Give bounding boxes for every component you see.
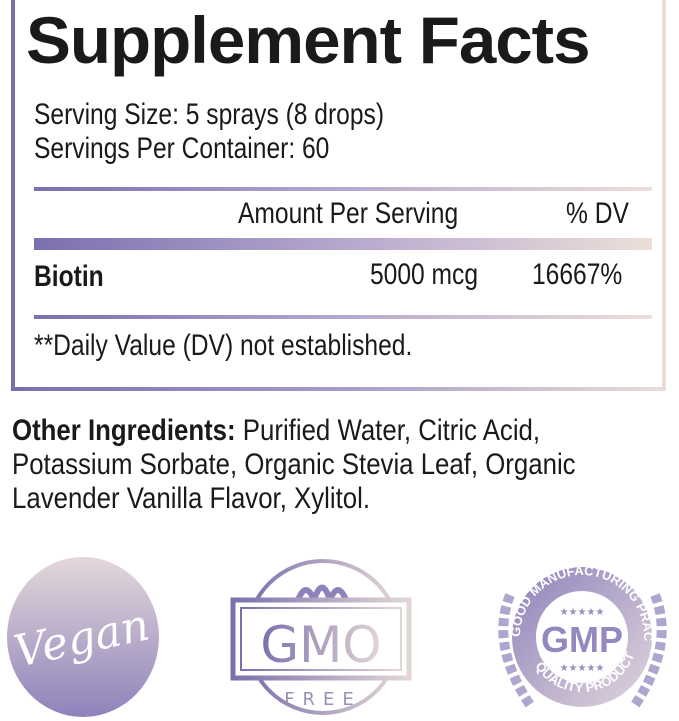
vegan-badge-icon: Vegan: [7, 557, 159, 717]
nutrient-amount: 5000 mcg: [370, 258, 479, 291]
page-title: Supplement Facts: [26, 3, 591, 77]
serving-size: Serving Size: 5 sprays (8 drops): [34, 98, 385, 131]
footnote: **Daily Value (DV) not established.: [34, 329, 413, 362]
svg-text:GMO: GMO: [260, 616, 381, 674]
amount-header: Amount Per Serving: [238, 197, 459, 230]
svg-text:★★★★★: ★★★★★: [560, 607, 605, 618]
svg-text:GMP: GMP: [541, 619, 623, 660]
svg-text:★★★★★: ★★★★★: [560, 663, 605, 674]
divider: [34, 315, 652, 319]
servings-per-container: Servings Per Container: 60: [34, 132, 330, 165]
gmo-free-badge-icon: GMO FREE: [230, 559, 412, 715]
supplement-facts-panel: [11, 0, 666, 391]
thick-divider: [34, 238, 652, 250]
dv-header: % DV: [566, 197, 629, 230]
svg-text:FREE: FREE: [284, 689, 362, 710]
nutrient-dv: 16667%: [532, 258, 623, 291]
other-ingredients-label: Other Ingredients:: [12, 414, 236, 447]
divider: [34, 187, 652, 191]
gmp-badge-icon: GOOD MANUFACTURING PRACTICE QUALITY PROD…: [490, 555, 667, 708]
nutrient-name: Biotin: [34, 260, 104, 293]
other-ingredients: Other Ingredients: Purified Water, Citri…: [12, 414, 576, 515]
